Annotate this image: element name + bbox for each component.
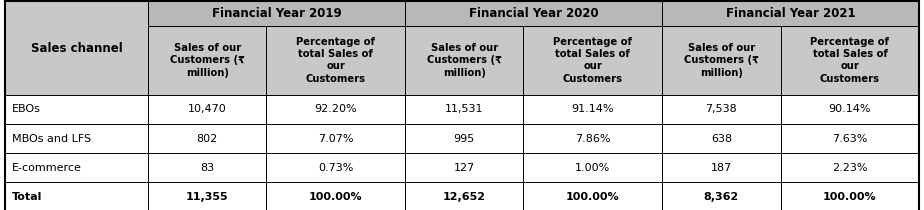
Bar: [5, 1, 148, 26]
Bar: [5, 124, 148, 153]
Bar: [524, 26, 663, 95]
Bar: [663, 182, 781, 210]
Text: 7.86%: 7.86%: [575, 134, 611, 144]
Bar: [148, 124, 266, 153]
Bar: [148, 182, 266, 210]
Text: 7.07%: 7.07%: [318, 134, 354, 144]
Text: 11,531: 11,531: [445, 104, 483, 114]
Text: 2.23%: 2.23%: [833, 163, 868, 173]
Text: MBOs and LFS: MBOs and LFS: [12, 134, 91, 144]
Text: 187: 187: [711, 163, 732, 173]
Bar: [148, 153, 266, 182]
Text: Financial Year 2019: Financial Year 2019: [212, 7, 342, 20]
Text: 8,362: 8,362: [704, 192, 739, 202]
Bar: [781, 124, 919, 153]
Text: 127: 127: [454, 163, 475, 173]
Bar: [5, 95, 148, 124]
Text: 7.63%: 7.63%: [833, 134, 868, 144]
Bar: [781, 26, 919, 95]
Bar: [663, 26, 781, 95]
Text: 91.14%: 91.14%: [572, 104, 614, 114]
Bar: [524, 124, 663, 153]
Text: 12,652: 12,652: [443, 192, 486, 202]
Bar: [781, 153, 919, 182]
Bar: [266, 95, 406, 124]
Text: Sales of our
Customers (₹
million): Sales of our Customers (₹ million): [684, 43, 759, 78]
Text: Percentage of
total Sales of
our
Customers: Percentage of total Sales of our Custome…: [553, 37, 632, 84]
Bar: [5, 1, 148, 95]
Bar: [406, 95, 524, 124]
Text: 995: 995: [454, 134, 475, 144]
Bar: [406, 182, 524, 210]
Text: 802: 802: [197, 134, 218, 144]
Text: 83: 83: [201, 163, 214, 173]
Bar: [406, 124, 524, 153]
Bar: [148, 95, 266, 124]
Text: 11,355: 11,355: [186, 192, 228, 202]
Bar: [524, 95, 663, 124]
Bar: [148, 1, 406, 26]
Text: 10,470: 10,470: [188, 104, 226, 114]
Text: EBOs: EBOs: [12, 104, 41, 114]
Bar: [524, 182, 663, 210]
Bar: [5, 182, 148, 210]
Text: 90.14%: 90.14%: [829, 104, 871, 114]
Bar: [406, 1, 663, 26]
Text: 100.00%: 100.00%: [309, 192, 362, 202]
Bar: [406, 153, 524, 182]
Text: Financial Year 2021: Financial Year 2021: [726, 7, 856, 20]
Text: 1.00%: 1.00%: [576, 163, 611, 173]
Text: Financial Year 2020: Financial Year 2020: [469, 7, 599, 20]
Bar: [266, 26, 406, 95]
Bar: [663, 124, 781, 153]
Text: Sales channel: Sales channel: [30, 42, 122, 55]
Bar: [781, 182, 919, 210]
Bar: [781, 95, 919, 124]
Text: Total: Total: [12, 192, 43, 202]
Text: Percentage of
total Sales of
our
Customers: Percentage of total Sales of our Custome…: [810, 37, 890, 84]
Text: 7,538: 7,538: [706, 104, 737, 114]
Bar: [266, 182, 406, 210]
Text: E-commerce: E-commerce: [12, 163, 82, 173]
Text: Sales of our
Customers (₹
million): Sales of our Customers (₹ million): [170, 43, 245, 78]
Text: 100.00%: 100.00%: [823, 192, 877, 202]
Bar: [663, 153, 781, 182]
Text: Percentage of
total Sales of
our
Customers: Percentage of total Sales of our Custome…: [297, 37, 375, 84]
Bar: [5, 153, 148, 182]
Bar: [406, 26, 524, 95]
Bar: [266, 153, 406, 182]
Text: Sales of our
Customers (₹
million): Sales of our Customers (₹ million): [427, 43, 502, 78]
Text: 100.00%: 100.00%: [566, 192, 620, 202]
Bar: [148, 26, 266, 95]
Bar: [663, 1, 919, 26]
Bar: [663, 95, 781, 124]
Text: 0.73%: 0.73%: [318, 163, 354, 173]
Text: 638: 638: [711, 134, 732, 144]
Bar: [524, 153, 663, 182]
Text: 92.20%: 92.20%: [314, 104, 357, 114]
Bar: [266, 124, 406, 153]
